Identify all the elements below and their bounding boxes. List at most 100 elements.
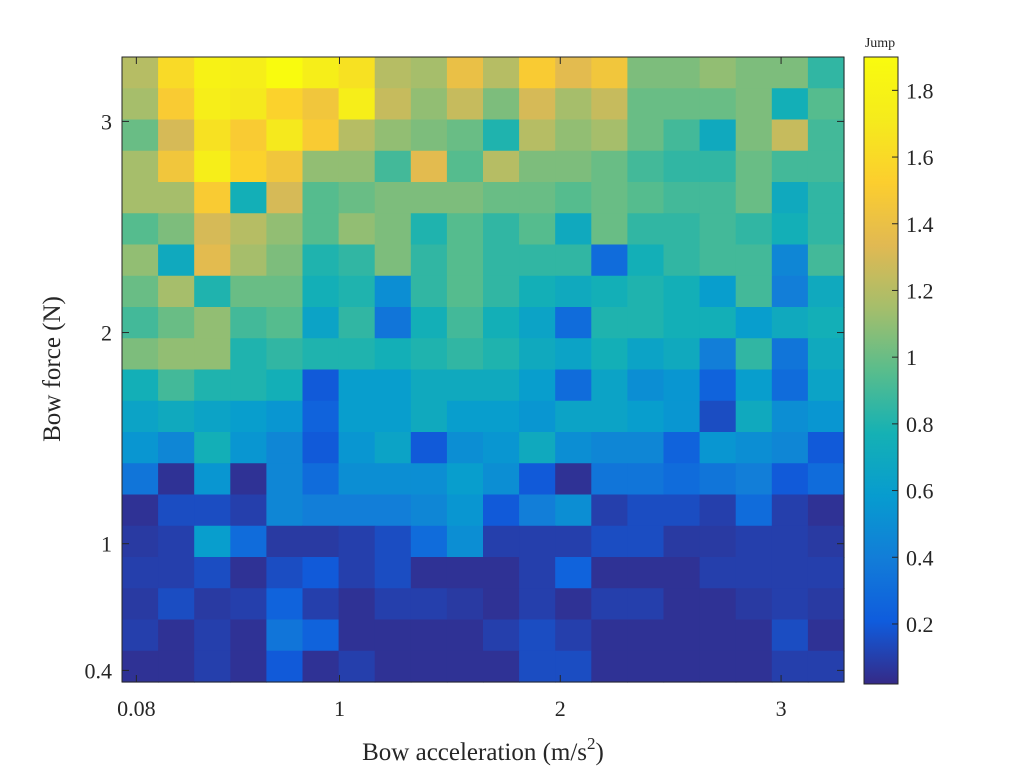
heatmap-cell bbox=[194, 400, 231, 433]
heatmap-cell bbox=[374, 588, 412, 621]
heatmap-cell bbox=[266, 588, 304, 621]
heatmap-cell bbox=[374, 307, 412, 339]
heatmap-cell bbox=[483, 619, 520, 652]
heatmap-cell bbox=[446, 338, 484, 371]
heatmap-cell bbox=[735, 244, 773, 277]
heatmap-cell bbox=[699, 338, 737, 371]
heatmap-cell bbox=[627, 588, 665, 621]
heatmap-cell bbox=[627, 619, 665, 652]
heatmap-cell bbox=[591, 369, 628, 402]
heatmap-cell bbox=[627, 88, 665, 121]
heatmap-cell bbox=[122, 88, 159, 121]
heatmap-cell bbox=[591, 494, 628, 527]
heatmap-cell bbox=[663, 307, 701, 339]
heatmap-cell bbox=[663, 588, 701, 621]
heatmap-cell bbox=[158, 588, 195, 621]
heatmap-cell bbox=[771, 400, 809, 433]
heatmap-cell bbox=[663, 525, 701, 558]
heatmap-cell bbox=[483, 650, 520, 683]
heatmap-cell bbox=[122, 338, 159, 371]
heatmap-cell bbox=[771, 244, 809, 277]
heatmap-cell bbox=[735, 119, 773, 152]
heatmap-cell bbox=[483, 244, 520, 277]
heatmap-cell bbox=[591, 525, 628, 558]
heatmap-cell bbox=[591, 57, 628, 89]
heatmap-cell bbox=[410, 244, 448, 277]
heatmap-cells bbox=[122, 57, 845, 683]
heatmap-cell bbox=[627, 338, 665, 371]
x-axis-label: Bow acceleration (m/s2) bbox=[362, 734, 604, 766]
heatmap-cell bbox=[735, 213, 773, 246]
heatmap-cell bbox=[807, 182, 845, 214]
heatmap-cell bbox=[158, 307, 195, 339]
heatmap-cell bbox=[699, 463, 737, 496]
heatmap-cell bbox=[699, 588, 737, 621]
heatmap-cell bbox=[122, 275, 159, 308]
heatmap-cell bbox=[483, 57, 520, 89]
heatmap-cell bbox=[555, 88, 592, 121]
heatmap-cell bbox=[158, 525, 195, 558]
heatmap-cell bbox=[555, 150, 592, 183]
heatmap-cell bbox=[519, 213, 556, 246]
heatmap-cell bbox=[194, 369, 231, 402]
heatmap-cell bbox=[266, 400, 304, 433]
heatmap-cell bbox=[266, 494, 304, 527]
heatmap-cell bbox=[519, 463, 556, 496]
heatmap-cell bbox=[807, 557, 845, 589]
heatmap-cell bbox=[663, 244, 701, 277]
heatmap-cell bbox=[663, 494, 701, 527]
heatmap-cell bbox=[446, 525, 484, 558]
heatmap-cell bbox=[483, 463, 520, 496]
heatmap-cell bbox=[338, 182, 376, 214]
heatmap-cell bbox=[591, 182, 628, 214]
heatmap-cell bbox=[627, 650, 665, 683]
heatmap-cell bbox=[302, 213, 340, 246]
heatmap-cell bbox=[410, 650, 448, 683]
heatmap-cell bbox=[699, 88, 737, 121]
heatmap-cell bbox=[555, 369, 592, 402]
heatmap-cell bbox=[519, 369, 556, 402]
heatmap-cell bbox=[591, 119, 628, 152]
colorbar: 0.2 0.4 0.6 0.8 1 1.2 1.4 1.6 1.8 Jump bbox=[863, 36, 934, 685]
heatmap-cell bbox=[410, 88, 448, 121]
heatmap-cell bbox=[807, 275, 845, 308]
heatmap-cell bbox=[194, 244, 231, 277]
heatmap-cell bbox=[266, 525, 304, 558]
heatmap-cell bbox=[735, 650, 773, 683]
heatmap-cell bbox=[230, 244, 267, 277]
heatmap-cell bbox=[483, 307, 520, 339]
heatmap-cell bbox=[519, 619, 556, 652]
heatmap-cell bbox=[194, 557, 231, 589]
heatmap-cell bbox=[663, 557, 701, 589]
heatmap-cell bbox=[194, 150, 231, 183]
heatmap-cell bbox=[699, 432, 737, 464]
heatmap-cell bbox=[735, 307, 773, 339]
heatmap-cell bbox=[591, 213, 628, 246]
heatmap-cell bbox=[194, 650, 231, 683]
heatmap-cell bbox=[158, 150, 195, 183]
heatmap-cell bbox=[122, 119, 159, 152]
heatmap-cell bbox=[483, 400, 520, 433]
heatmap-cell bbox=[555, 650, 592, 683]
heatmap-cell bbox=[302, 307, 340, 339]
heatmap-cell bbox=[266, 57, 304, 89]
heatmap-cell bbox=[663, 57, 701, 89]
heatmap-cell bbox=[194, 182, 231, 214]
heatmap-cell bbox=[230, 88, 267, 121]
heatmap-cell bbox=[699, 650, 737, 683]
heatmap-cell bbox=[302, 619, 340, 652]
heatmap-cell bbox=[302, 57, 340, 89]
heatmap-cell bbox=[663, 182, 701, 214]
heatmap-cell bbox=[627, 400, 665, 433]
heatmap-cell bbox=[519, 338, 556, 371]
heatmap-cell bbox=[591, 275, 628, 308]
heatmap-cell bbox=[483, 494, 520, 527]
heatmap-cell bbox=[627, 557, 665, 589]
heatmap-cell bbox=[807, 525, 845, 558]
heatmap-cell bbox=[158, 57, 195, 89]
heatmap-cell bbox=[627, 244, 665, 277]
heatmap-cell bbox=[519, 307, 556, 339]
heatmap-cell bbox=[555, 619, 592, 652]
heatmap-cell bbox=[266, 557, 304, 589]
heatmap-cell bbox=[338, 275, 376, 308]
